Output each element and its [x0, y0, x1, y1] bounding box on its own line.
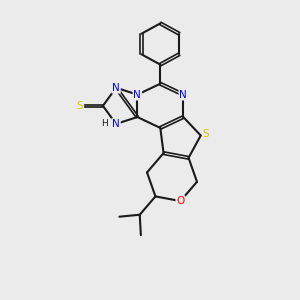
Text: O: O — [176, 196, 184, 206]
Text: N: N — [179, 90, 187, 100]
Text: N: N — [112, 83, 120, 93]
Text: S: S — [76, 101, 83, 111]
Text: N: N — [134, 90, 141, 100]
Text: H: H — [101, 119, 108, 128]
Text: S: S — [203, 129, 209, 139]
Text: N: N — [112, 119, 120, 129]
